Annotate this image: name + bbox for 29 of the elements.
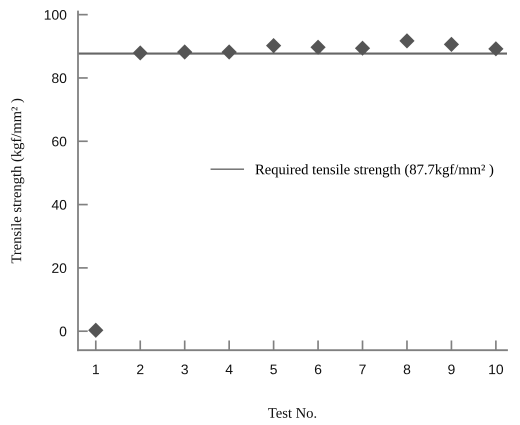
x-tick-label: 7 [359,364,366,374]
legend-label: Required tensile strength (87.7kgf/mm² ) [255,164,494,178]
y-tick-label: 40 [52,200,66,210]
point [88,322,104,338]
x-tick-label: 5 [270,364,277,374]
x-tick-label: 4 [226,364,233,374]
y-tick-label: 80 [52,73,66,84]
x-axis-title: Test No. [268,408,316,418]
x-tick-label: 1 [92,364,99,374]
y-axis-title: Trensile strength (kgf/mm² ) [10,98,24,264]
x-tick-label: 3 [181,364,188,374]
x-tick-label: 2 [137,364,144,374]
point [488,41,504,56]
x-tick-label: 6 [314,364,322,374]
x-tick-label: 10 [489,364,504,374]
point [132,45,148,61]
y-tick-label: 60 [52,136,66,146]
y-tick-label: 0 [60,326,66,336]
point [399,33,415,49]
point [177,44,192,60]
point [444,36,460,52]
point [310,40,326,55]
point [266,38,282,54]
point [222,44,237,60]
y-tick-label: 20 [52,263,66,274]
point [354,40,370,56]
y-tick-label: 100 [44,10,66,20]
x-tick-label: 9 [448,364,455,374]
x-tick-label: 8 [404,364,410,374]
